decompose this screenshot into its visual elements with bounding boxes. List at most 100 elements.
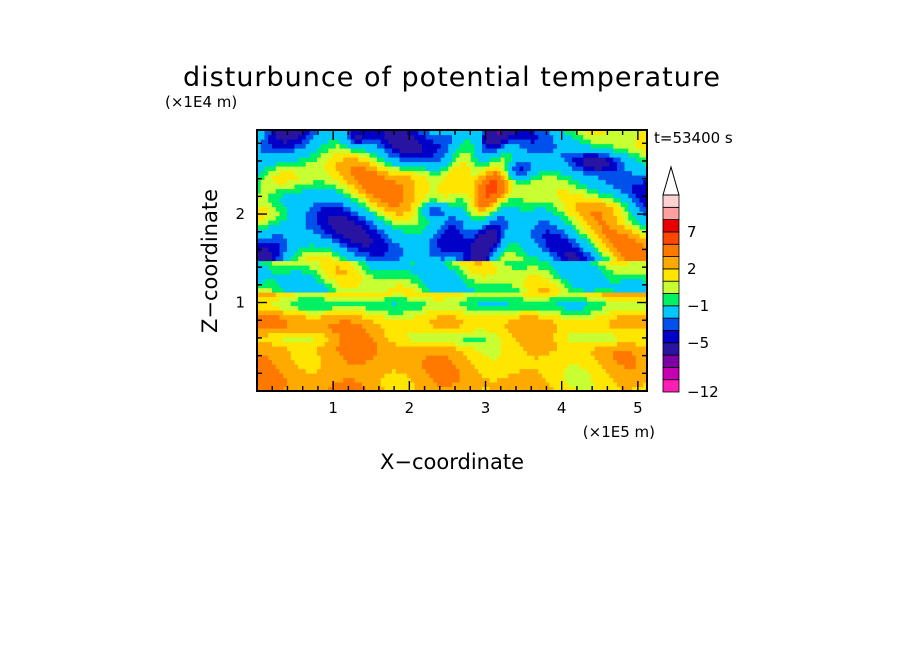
heatmap-cell (279, 143, 284, 149)
heatmap-cell (575, 188, 581, 194)
heatmap-cell (527, 328, 532, 334)
heatmap-cell (294, 206, 299, 212)
heatmap-cell (418, 305, 423, 311)
heatmap-cell (459, 242, 464, 248)
heatmap-cell (380, 305, 386, 311)
heatmap-cell (272, 341, 277, 347)
heatmap-cell (384, 323, 389, 329)
heatmap-cell (369, 247, 374, 253)
heatmap-cell (418, 373, 423, 379)
heatmap-cell (373, 373, 378, 379)
heatmap-cell (380, 359, 386, 365)
heatmap-cell (493, 332, 498, 338)
heatmap-cell (294, 152, 299, 158)
heatmap-cell (369, 251, 374, 257)
heatmap-cell (347, 359, 352, 365)
heatmap-cell (294, 170, 299, 176)
heatmap-cell (369, 328, 374, 334)
heatmap-cell (418, 130, 423, 136)
heatmap-cell (455, 332, 461, 338)
heatmap-cell (313, 134, 318, 140)
heatmap-cell (422, 373, 427, 379)
heatmap-cell (455, 364, 461, 370)
heatmap-cell (470, 211, 476, 217)
heatmap-cell (538, 265, 543, 271)
heatmap-cell (459, 130, 464, 136)
heatmap-cell (414, 323, 419, 329)
heatmap-cell (474, 134, 479, 140)
heatmap-cell (564, 292, 569, 298)
heatmap-cell (287, 242, 292, 248)
heatmap-cell (463, 184, 468, 190)
heatmap-cell (560, 319, 566, 325)
heatmap-cell (320, 193, 326, 199)
heatmap-cell (485, 197, 491, 203)
heatmap-cell (257, 350, 262, 356)
heatmap-cell (504, 247, 509, 253)
heatmap-cell (519, 242, 524, 248)
heatmap-cell (523, 179, 528, 185)
heatmap-cell (298, 377, 303, 383)
heatmap-cell (287, 292, 292, 298)
heatmap-cell (444, 274, 449, 280)
heatmap-cell (350, 314, 356, 320)
heatmap-cell (294, 337, 299, 343)
heatmap-cell (470, 130, 476, 136)
heatmap-cell (272, 332, 277, 338)
heatmap-cell (489, 346, 494, 352)
heatmap-cell (287, 319, 292, 325)
heatmap-cell (268, 305, 273, 311)
heatmap-cell (429, 265, 434, 271)
heatmap-cell (275, 301, 281, 307)
heatmap-cell (560, 220, 566, 226)
heatmap-cell (418, 211, 423, 217)
heatmap-cell (489, 341, 494, 347)
heatmap-cell (429, 166, 434, 172)
heatmap-cell (489, 323, 494, 329)
heatmap-cell (538, 206, 543, 212)
heatmap-cell (497, 269, 502, 275)
heatmap-cell (485, 193, 491, 199)
heatmap-cell (365, 206, 371, 212)
heatmap-cell (444, 238, 449, 244)
heatmap-cell (508, 274, 513, 280)
heatmap-cell (302, 301, 307, 307)
heatmap-cell (309, 229, 314, 235)
heatmap-cell (362, 152, 367, 158)
heatmap-cell (358, 256, 363, 262)
heatmap-cell (437, 328, 442, 334)
heatmap-cell (530, 373, 536, 379)
heatmap-cell (500, 157, 506, 163)
heatmap-cell (350, 166, 356, 172)
heatmap-cell (497, 377, 502, 383)
heatmap-cell (380, 382, 386, 388)
heatmap-cell (272, 188, 277, 194)
heatmap-cell (474, 260, 479, 266)
heatmap-cell (313, 386, 318, 391)
heatmap-cell (575, 359, 581, 365)
heatmap-cell (369, 197, 374, 203)
heatmap-cell (534, 314, 539, 320)
heatmap-cell (429, 256, 434, 262)
heatmap-cell (485, 260, 491, 266)
heatmap-cell (557, 368, 562, 374)
heatmap-cell (335, 296, 341, 302)
heatmap-cell (500, 143, 506, 149)
heatmap-cell (354, 328, 359, 334)
heatmap-cell (403, 305, 408, 311)
heatmap-cell (452, 314, 457, 320)
heatmap-cell (440, 130, 446, 136)
heatmap-cell (455, 215, 461, 221)
heatmap-cell (474, 157, 479, 163)
heatmap-cell (339, 229, 344, 235)
heatmap-cell (463, 278, 468, 284)
heatmap-cell (515, 292, 521, 298)
heatmap-cell (399, 188, 404, 194)
heatmap-cell (358, 148, 363, 154)
heatmap-cell (455, 341, 461, 347)
heatmap-cell (388, 269, 393, 275)
heatmap-cell (508, 134, 513, 140)
heatmap-cell (257, 202, 262, 208)
heatmap-cell (444, 170, 449, 176)
heatmap-cell (392, 202, 397, 208)
